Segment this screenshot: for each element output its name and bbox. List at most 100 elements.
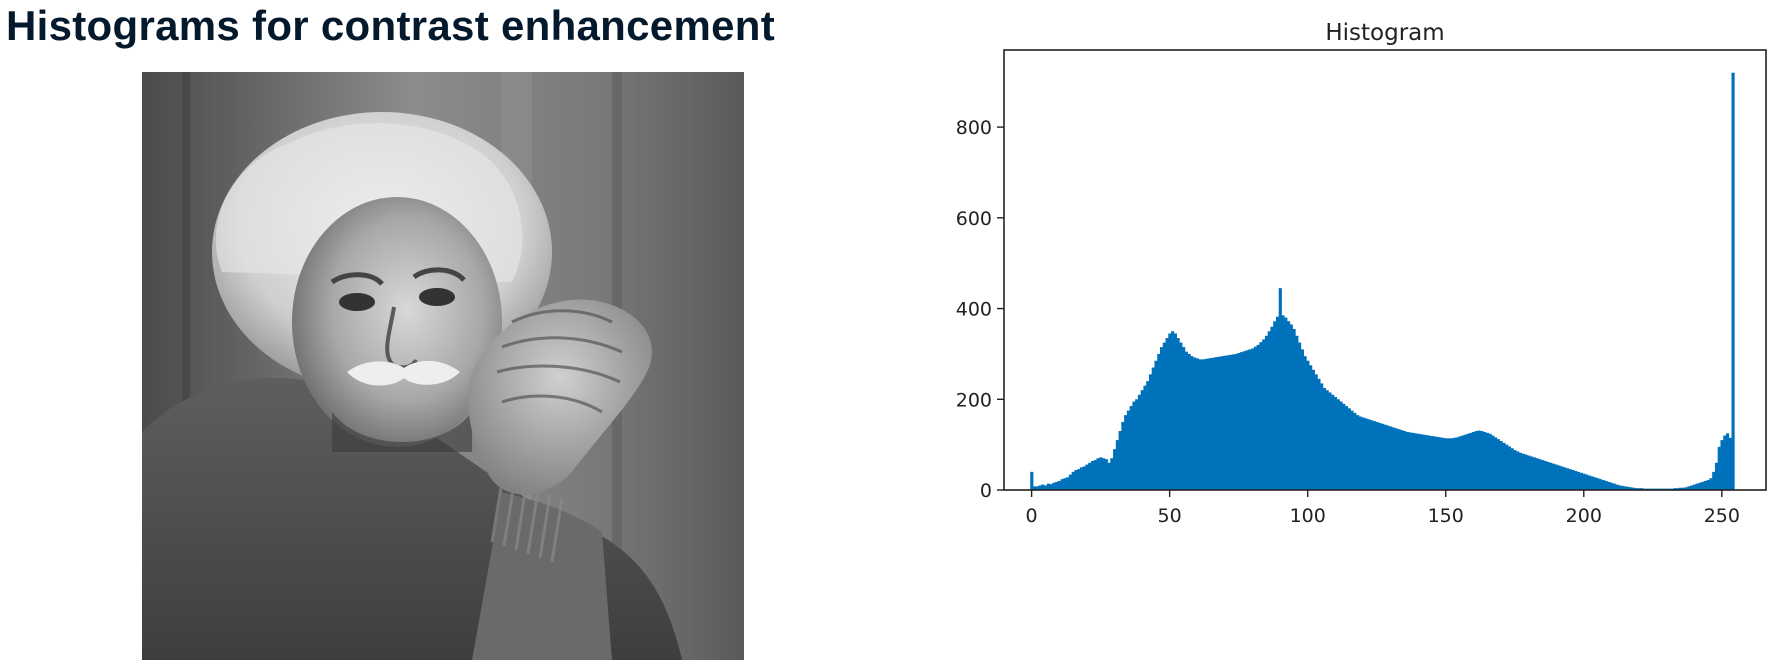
histogram-bar [1179,342,1183,490]
histogram-bar [1256,344,1260,490]
histogram-bar [1610,482,1614,490]
histogram-bar [1201,359,1205,490]
histogram-bar [1369,420,1373,490]
histogram-bar [1703,480,1708,490]
histogram-bar [1339,401,1343,490]
histogram-bar [1411,432,1415,490]
histogram-bar [1251,348,1255,490]
histogram-bar [1383,424,1387,490]
histogram-bar [1306,360,1310,490]
histogram-bar [1278,288,1282,490]
histogram-bar [1574,470,1578,490]
histogram-bar [1102,458,1106,490]
histogram-bar [1394,428,1398,490]
histogram-bar [1717,446,1721,490]
y-tick-label: 200 [956,389,992,411]
x-axis: 0 50 100 150 200 250 [1026,490,1740,527]
histogram-bar [1245,350,1249,490]
histogram-bar [1267,331,1271,490]
histogram-bar [1226,355,1230,490]
histogram-bar [1350,410,1354,490]
histogram-bar [1626,486,1630,490]
histogram-bar [1320,383,1324,490]
histogram-bar [1521,453,1525,490]
histogram-bar [1041,484,1045,490]
histogram-bar [1469,432,1473,490]
histogram-bar [1193,357,1197,490]
histogram-bar [1582,473,1586,490]
histogram-bar [1725,433,1730,490]
histogram-bar [1317,378,1321,490]
histogram-bar [1676,488,1680,490]
histogram-bar [1107,462,1111,490]
histogram-bar [1488,433,1492,490]
histogram-bar [1168,333,1172,490]
histogram-bar [1444,438,1448,490]
histogram-bar [1565,468,1569,490]
histogram-bar [1540,460,1545,490]
histogram-bar [1405,431,1409,490]
histogram-bar [1397,429,1401,490]
histogram-bar [1538,459,1542,490]
histogram-bar [1281,315,1285,490]
histogram-bar [1634,488,1639,490]
histogram-bar [1463,434,1467,490]
histogram-bar [1695,483,1699,490]
histogram-bar [1386,425,1390,490]
histogram-bar [1554,464,1558,490]
histogram-bar [1477,430,1481,490]
histogram-bar [1300,349,1304,490]
histogram-bar [1162,342,1166,490]
histogram-bar [1044,485,1048,490]
histogram-bar [1701,481,1705,490]
histogram-bar [1154,360,1158,490]
histogram-bar [1223,355,1227,490]
y-tick-label: 600 [956,208,992,230]
x-tick-label: 200 [1566,505,1602,527]
histogram-bar [1513,450,1517,490]
x-tick-label: 250 [1704,505,1740,527]
histogram-bar [1187,353,1191,490]
portrait-photo [142,72,744,660]
histogram-bar [1496,439,1500,490]
chart-title: Histogram [1325,20,1444,46]
histogram-bar [1535,458,1539,490]
histogram-bar [1425,435,1429,490]
histogram-bar [1298,342,1302,490]
histogram-bar [1195,358,1200,490]
histogram-bar [1132,401,1136,490]
histogram-bar [1314,374,1318,490]
histogram-bar [1375,421,1379,490]
histogram-bar [1621,485,1625,490]
histogram-bar [1204,358,1208,490]
histogram-bar [1502,442,1506,490]
histogram-bar [1099,457,1103,490]
histogram-bar [1632,487,1636,490]
histogram-bar [1344,406,1349,490]
histogram-bar [1275,316,1280,490]
histogram-bar [1171,331,1175,490]
histogram-bar [1709,478,1713,490]
histogram-bar [1333,397,1338,490]
histogram-bar [1480,431,1484,490]
histogram-bar [1698,482,1702,490]
histogram-bar [1436,436,1440,490]
histogram-bar [1687,486,1691,490]
histogram-bar [1262,339,1266,490]
histogram-bar [1035,486,1039,490]
histogram-bar [1499,441,1503,490]
histogram-bar [1723,435,1727,490]
histogram-bar [1052,482,1056,490]
histogram-bar [1460,435,1465,490]
histogram-bar [1159,347,1164,490]
y-tick-label: 0 [980,480,992,502]
histogram-bar [1331,394,1335,490]
histogram-bar [1378,422,1382,490]
histogram-bar [1590,476,1594,490]
histogram-bar [1046,483,1050,490]
histogram-bar [1585,474,1589,490]
histogram-bar [1380,423,1385,490]
histogram-bar [1690,485,1694,490]
histogram-bar [1494,437,1498,490]
histogram-bar [1146,381,1150,490]
